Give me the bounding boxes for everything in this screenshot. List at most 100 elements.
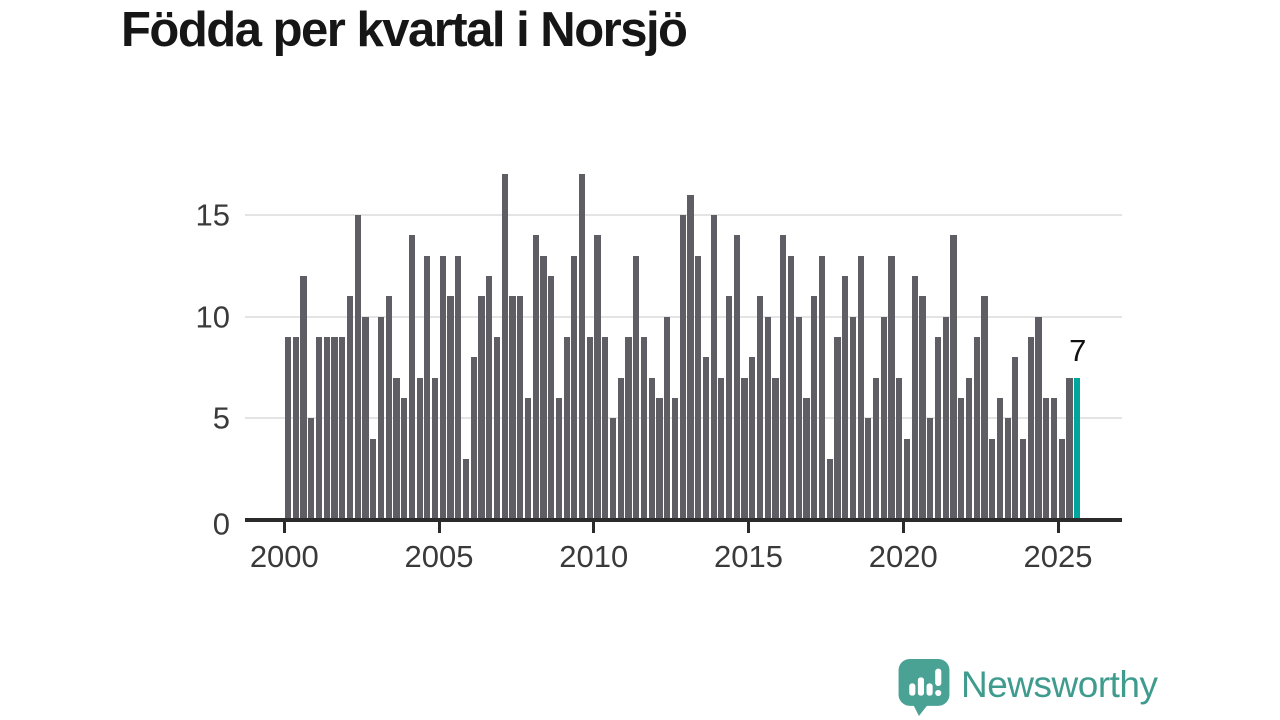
bar-2009-q1 <box>563 337 570 520</box>
bar-2001-q4 <box>339 337 346 520</box>
x-axis-tick <box>437 520 441 533</box>
bar-2010-q2 <box>602 337 609 520</box>
bar-2017-q2 <box>818 255 826 520</box>
bar-2015-q3 <box>764 316 771 520</box>
bar-2007-q1 <box>501 174 508 520</box>
bar-2005-q4 <box>462 459 470 520</box>
bar-2009-q2 <box>571 255 578 520</box>
bar-2018-q3 <box>857 255 864 520</box>
brand-name: Newsworthy <box>961 663 1158 705</box>
bar-2001-q3 <box>331 337 338 520</box>
bar-2017-q1 <box>811 296 818 520</box>
bar-2000-q1 <box>285 337 292 520</box>
bar-2007-q2 <box>509 296 516 520</box>
highlight-bar-2025-q3 <box>1074 377 1081 520</box>
newsworthy-logo-icon <box>898 658 950 716</box>
y-tick-label: 5 <box>212 400 230 436</box>
bar-2023-q2 <box>1004 418 1011 520</box>
bar-2002-q4 <box>370 438 377 520</box>
bar-2024-q4 <box>1050 398 1058 520</box>
bar-2009-q3 <box>579 174 586 520</box>
bar-2006-q4 <box>493 337 501 520</box>
bar-2004-q4 <box>432 377 439 520</box>
bar-2014-q3 <box>733 235 740 520</box>
bar-2002-q3 <box>362 316 369 520</box>
bar-2005-q1 <box>439 255 446 520</box>
bar-2023-q1 <box>996 398 1003 520</box>
bar-2020-q1 <box>903 438 911 520</box>
bar-2001-q1 <box>315 337 323 520</box>
x-tick-label: 2010 <box>559 539 629 574</box>
bar-2018-q2 <box>849 316 856 520</box>
bar-2016-q4 <box>803 398 810 520</box>
bar-2016-q1 <box>780 235 787 520</box>
x-tick-label: 2000 <box>249 539 319 574</box>
bar-2015-q2 <box>756 296 764 520</box>
bar-2006-q2 <box>478 296 485 520</box>
bar-2012-q4 <box>679 215 686 520</box>
bar-2005-q2 <box>447 296 454 520</box>
bar-2013-q1 <box>687 194 694 520</box>
bar-2000-q2 <box>292 337 299 520</box>
bar-2014-q2 <box>726 296 733 520</box>
bar-2024-q1 <box>1027 337 1034 520</box>
bar-2019-q1 <box>873 377 880 520</box>
bar-2007-q4 <box>524 398 532 520</box>
y-tick-label: 0 <box>212 506 230 542</box>
bar-2024-q3 <box>1043 398 1050 520</box>
bar-2015-q4 <box>772 377 779 520</box>
bar-2017-q4 <box>834 337 841 520</box>
bar-2012-q1 <box>656 398 663 520</box>
bar-2011-q2 <box>633 255 640 520</box>
bar-2012-q3 <box>671 398 679 520</box>
bar-2017-q3 <box>826 459 833 520</box>
bar-2020-q4 <box>927 418 934 520</box>
bar-2008-q3 <box>548 276 555 520</box>
bar-2023-q4 <box>1020 438 1027 520</box>
bar-2000-q3 <box>300 276 307 520</box>
bar-2025-q2 <box>1066 377 1073 520</box>
bar-2002-q1 <box>346 296 354 520</box>
bar-2011-q4 <box>648 377 655 520</box>
bar-2019-q2 <box>880 316 887 520</box>
bar-2019-q3 <box>888 255 895 520</box>
bar-2021-q3 <box>950 235 957 520</box>
bar-2000-q4 <box>308 418 315 520</box>
bar-2003-q3 <box>393 377 400 520</box>
bar-2021-q1 <box>934 337 942 520</box>
x-tick-label: 2015 <box>714 539 783 574</box>
bar-2024-q2 <box>1035 316 1042 520</box>
bar-2009-q4 <box>586 337 593 520</box>
bar-2022-q4 <box>989 438 996 520</box>
bar-2006-q1 <box>470 357 477 520</box>
bar-2008-q2 <box>540 255 547 520</box>
x-axis-tick <box>282 520 286 533</box>
bar-2010-q4 <box>617 377 624 520</box>
bar-2008-q1 <box>532 235 539 520</box>
bar-2016-q3 <box>795 316 802 520</box>
bar-2022-q1 <box>965 377 973 520</box>
bar-2022-q2 <box>973 337 980 520</box>
chart-title: Födda per kvartal i Norsjö <box>121 3 688 57</box>
bar-2004-q1 <box>408 235 415 520</box>
bar-2004-q2 <box>416 377 423 520</box>
x-axis-tick <box>747 520 751 533</box>
y-tick-label: 15 <box>195 197 230 233</box>
bar-2021-q2 <box>942 316 949 520</box>
bar-2003-q1 <box>377 316 385 520</box>
bar-2018-q1 <box>842 276 849 520</box>
bar-2004-q3 <box>424 255 431 520</box>
x-axis-tick <box>1056 520 1060 533</box>
bar-2010-q1 <box>594 235 601 520</box>
bar-2011-q3 <box>640 337 648 520</box>
x-axis-tick <box>592 520 596 533</box>
brand-footer: Newsworthy <box>898 658 1158 716</box>
bar-2016-q2 <box>787 255 795 520</box>
bar-2021-q4 <box>958 398 965 520</box>
bar-2007-q3 <box>517 296 524 520</box>
bar-2023-q3 <box>1012 357 1019 520</box>
bar-2025-q1 <box>1058 438 1065 520</box>
bar-2012-q2 <box>664 316 671 520</box>
bar-2003-q2 <box>385 296 392 520</box>
